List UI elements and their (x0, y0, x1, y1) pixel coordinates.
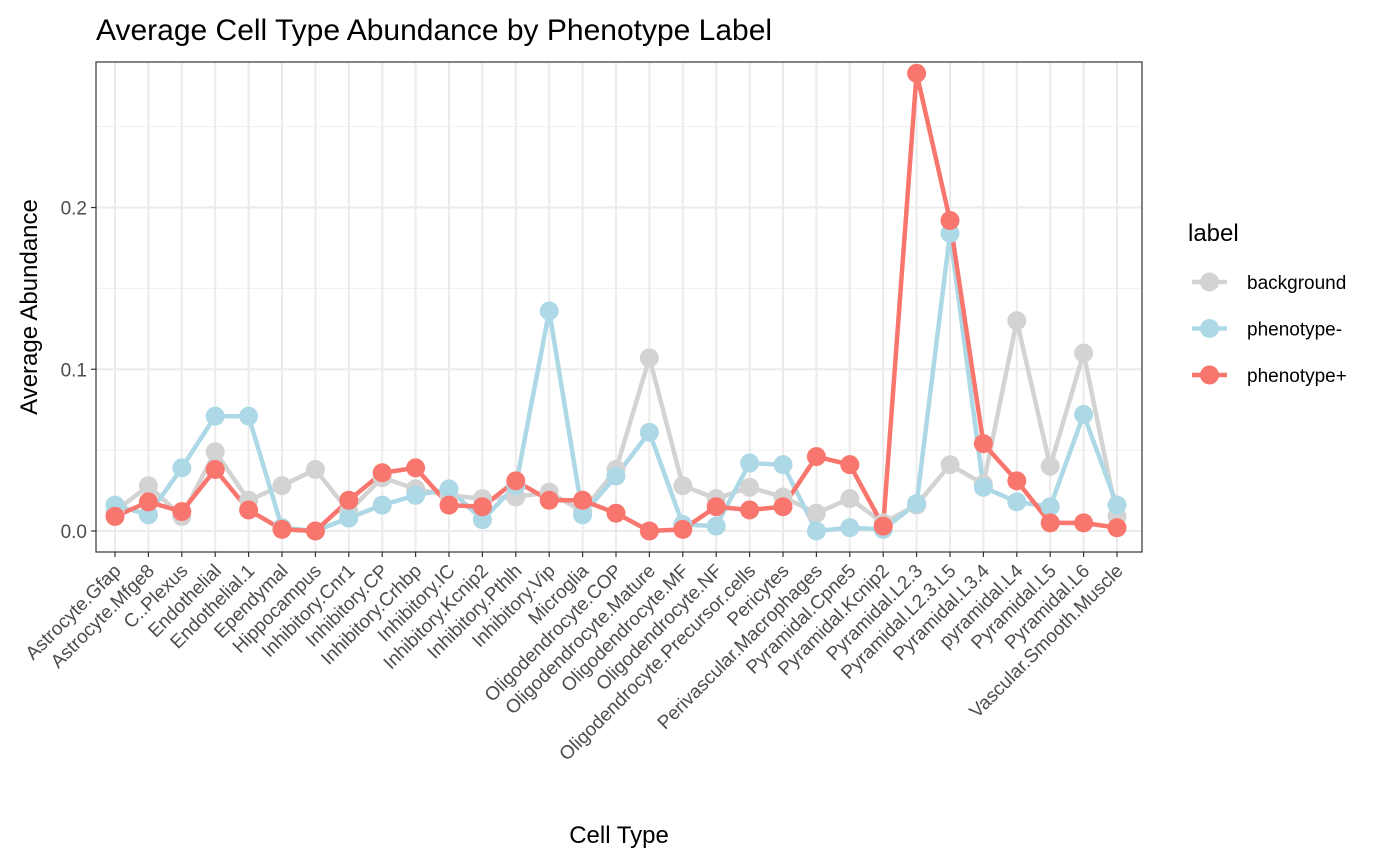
data-point-phenotype-plus (940, 210, 960, 230)
data-point-phenotype-plus (840, 455, 860, 475)
data-point-background (138, 476, 158, 496)
data-point-phenotype-minus (706, 516, 726, 536)
data-point-phenotype-minus (1074, 405, 1094, 425)
y-tick-label: 0.0 (61, 522, 87, 543)
legend-label: phenotype- (1247, 320, 1342, 341)
data-point-phenotype-minus (1107, 495, 1127, 515)
data-point-phenotype-plus (205, 460, 225, 480)
data-point-phenotype-plus (1040, 513, 1060, 533)
data-point-phenotype-plus (673, 519, 693, 539)
data-point-background (840, 489, 860, 509)
data-point-phenotype-minus (539, 301, 559, 321)
legend: label background phenotype-phenotype+ (1188, 220, 1347, 387)
data-point-phenotype-minus (339, 508, 359, 528)
data-point-background (673, 476, 693, 496)
data-point-phenotype-plus (573, 490, 593, 510)
legend-key-point (1200, 319, 1219, 338)
legend-label: phenotype+ (1247, 366, 1347, 387)
data-point-phenotype-minus (573, 505, 593, 525)
data-point-phenotype-plus (740, 500, 760, 520)
data-point-phenotype-plus (873, 516, 893, 536)
data-point-phenotype-plus (639, 521, 659, 541)
data-point-phenotype-minus (205, 406, 225, 426)
data-point-background (940, 455, 960, 475)
data-point-phenotype-plus (339, 490, 359, 510)
data-point-phenotype-plus (539, 490, 559, 510)
data-point-phenotype-plus (239, 500, 259, 520)
data-point-phenotype-plus (105, 506, 125, 526)
legend-title: label (1188, 220, 1239, 247)
data-point-phenotype-plus (806, 447, 826, 467)
data-point-phenotype-minus (606, 466, 626, 486)
data-point-phenotype-plus (439, 495, 459, 515)
data-point-background (740, 477, 760, 497)
y-tick-label: 0.1 (61, 360, 87, 381)
legend-label: background (1247, 273, 1346, 294)
data-point-background (1007, 311, 1027, 331)
data-point-background (1040, 456, 1060, 476)
data-point-phenotype-plus (506, 471, 526, 491)
data-point-phenotype-plus (138, 492, 158, 512)
data-point-phenotype-plus (1007, 471, 1027, 491)
legend-item-phenotype-plus: phenotype+ (1192, 365, 1347, 387)
plot-panel (95, 61, 1143, 553)
data-point-phenotype-minus (1040, 497, 1060, 517)
data-point-phenotype-plus (472, 497, 492, 517)
chart-title: Average Cell Type Abundance by Phenotype… (96, 14, 772, 47)
data-point-phenotype-minus (1007, 492, 1027, 512)
data-point-phenotype-plus (1107, 518, 1127, 538)
data-point-phenotype-plus (907, 63, 927, 83)
data-point-phenotype-minus (806, 521, 826, 541)
data-point-phenotype-plus (406, 458, 426, 478)
data-point-phenotype-plus (1074, 513, 1094, 533)
data-point-phenotype-minus (840, 518, 860, 538)
data-point-phenotype-plus (706, 497, 726, 517)
y-axis-title: Average Abundance (16, 199, 43, 415)
data-point-phenotype-plus (372, 463, 392, 483)
data-point-phenotype-plus (973, 434, 993, 454)
data-point-phenotype-minus (973, 477, 993, 497)
legend-key-point (1200, 272, 1219, 292)
data-point-phenotype-plus (773, 497, 793, 517)
series-points (105, 63, 1127, 541)
data-point-phenotype-minus (907, 493, 927, 513)
x-axis: Astrocyte.GfapAstrocyte.Mfge8C..PlexusEn… (22, 552, 1128, 765)
data-point-background (806, 503, 826, 523)
legend-key-point (1200, 365, 1219, 385)
data-point-phenotype-plus (272, 519, 292, 539)
legend-item-phenotype-minus: phenotype- (1192, 319, 1342, 341)
y-axis: 0.0 0.1 0.2 (61, 199, 96, 543)
y-tick-label: 0.2 (61, 199, 87, 220)
data-point-background (1074, 343, 1094, 363)
data-point-phenotype-minus (372, 495, 392, 515)
data-point-background (639, 348, 659, 368)
data-point-background (205, 442, 225, 462)
data-point-phenotype-minus (172, 458, 192, 478)
data-point-phenotype-plus (172, 502, 192, 522)
data-point-phenotype-minus (639, 422, 659, 442)
data-point-phenotype-minus (406, 485, 426, 505)
legend-item-background: background (1192, 272, 1346, 294)
x-axis-title: Cell Type (569, 822, 669, 849)
data-point-phenotype-minus (439, 479, 459, 499)
data-point-phenotype-minus (239, 406, 259, 426)
data-point-background (305, 460, 325, 480)
panel-border (95, 61, 1143, 553)
data-point-phenotype-plus (606, 503, 626, 523)
data-point-phenotype-minus (773, 455, 793, 475)
data-point-phenotype-plus (305, 521, 325, 541)
data-point-phenotype-minus (740, 453, 760, 473)
data-point-background (272, 476, 292, 496)
